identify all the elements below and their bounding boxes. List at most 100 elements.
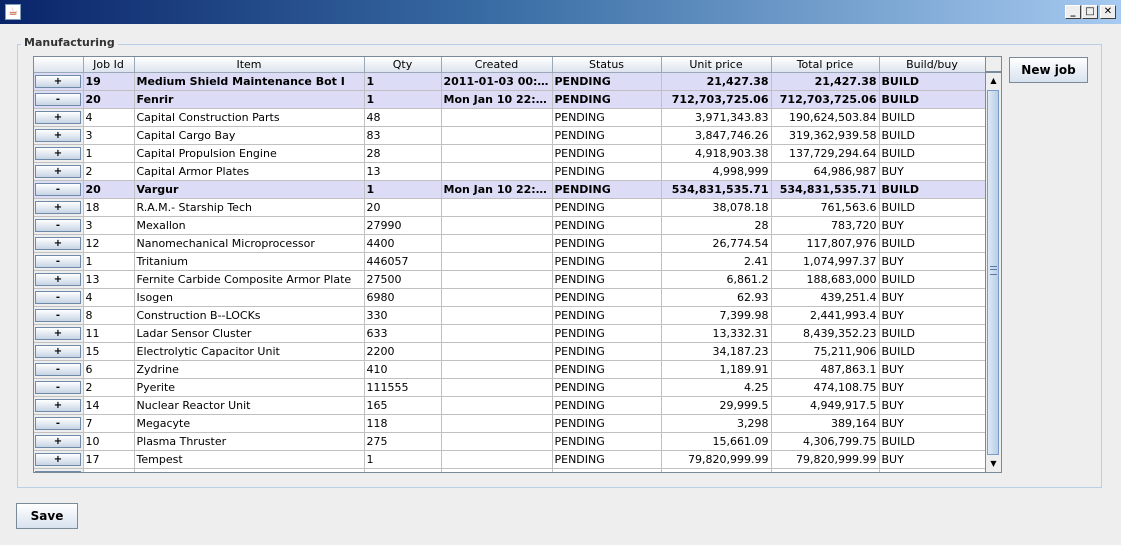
collapse-row-button[interactable]: - bbox=[35, 219, 81, 232]
cell-status[interactable]: PENDING bbox=[552, 396, 662, 415]
column-header[interactable]: Qty bbox=[364, 57, 442, 73]
cell-id[interactable]: 17 bbox=[83, 450, 135, 469]
cell-total[interactable]: 190,624,503.84 bbox=[771, 108, 880, 127]
cell-item[interactable]: Ladar Sensor Cluster bbox=[134, 324, 365, 343]
cell-id[interactable]: 20 bbox=[83, 180, 135, 199]
cell-item[interactable]: Construction B--LOCKs bbox=[134, 306, 365, 325]
cell-total[interactable]: 137,729,294.64 bbox=[771, 144, 880, 163]
cell-item[interactable]: Capital Cargo Bay bbox=[134, 126, 365, 145]
table-row[interactable]: -3 Mexallon 27990 PENDING 28 783,720 BUY bbox=[34, 216, 985, 235]
cell-status[interactable]: PENDING bbox=[552, 180, 662, 199]
table-row[interactable]: -7 Megacyte 118 PENDING 3,298 389,164 BUY bbox=[34, 414, 985, 433]
cell-id[interactable]: 18 bbox=[83, 198, 135, 217]
table-row[interactable]: -2 Pyerite 111555 PENDING 4.25 474,108.75 BUY bbox=[34, 378, 985, 397]
cell-status[interactable]: PENDING bbox=[552, 288, 662, 307]
cell-created[interactable] bbox=[441, 324, 553, 343]
cell-item[interactable]: Fenrir bbox=[134, 90, 365, 109]
table-row[interactable]: +3 Capital Cargo Bay 83 PENDING 3,847,746.26… bbox=[34, 126, 985, 145]
cell-unit[interactable]: 15,870.44 bbox=[661, 468, 772, 472]
scroll-thumb[interactable] bbox=[987, 90, 999, 455]
cell-total[interactable]: 4,949,917.5 bbox=[771, 396, 880, 415]
table-row[interactable]: +13 Fernite Carbide Composite Armor Plate… bbox=[34, 270, 985, 289]
cell-id[interactable]: 1 bbox=[83, 144, 135, 163]
cell-unit[interactable]: 29,999.5 bbox=[661, 396, 772, 415]
cell-total[interactable]: 783,720 bbox=[771, 216, 880, 235]
cell-created[interactable] bbox=[441, 396, 553, 415]
cell-total[interactable]: 44,167,434.52 bbox=[771, 468, 880, 472]
table-row[interactable]: +2 Capital Armor Plates 13 PENDING 4,998,999… bbox=[34, 162, 985, 181]
cell-created[interactable] bbox=[441, 108, 553, 127]
cell-bb[interactable]: BUILD bbox=[879, 144, 985, 163]
cell-id[interactable]: 3 bbox=[83, 216, 135, 235]
cell-qty[interactable]: 28 bbox=[364, 144, 442, 163]
expand-row-button[interactable]: + bbox=[35, 435, 81, 448]
cell-status[interactable]: PENDING bbox=[552, 126, 662, 145]
cell-item[interactable]: Tritanium bbox=[134, 252, 365, 271]
cell-created[interactable] bbox=[441, 450, 553, 469]
cell-bb[interactable]: BUILD bbox=[879, 324, 985, 343]
cell-total[interactable]: 8,439,352.23 bbox=[771, 324, 880, 343]
cell-id[interactable]: 3 bbox=[83, 126, 135, 145]
table-row[interactable]: -8 Construction B--LOCKs 330 PENDING 7,399.9… bbox=[34, 306, 985, 325]
cell-unit[interactable]: 21,427.38 bbox=[661, 72, 772, 91]
cell-item[interactable]: Capital Construction Parts bbox=[134, 108, 365, 127]
cell-qty[interactable]: 1 bbox=[364, 180, 442, 199]
cell-unit[interactable]: 3,847,746.26 bbox=[661, 126, 772, 145]
cell-bb[interactable]: BUY bbox=[879, 162, 985, 181]
cell-item[interactable]: Capital Armor Plates bbox=[134, 162, 365, 181]
cell-item[interactable]: Pyerite bbox=[134, 378, 365, 397]
table-row[interactable]: -6 Zydrine 410 PENDING 1,189.91 487,863.1 BUY bbox=[34, 360, 985, 379]
cell-bb[interactable]: BUY bbox=[879, 414, 985, 433]
cell-created[interactable] bbox=[441, 162, 553, 181]
table-row[interactable]: +10 Plasma Thruster 275 PENDING 15,661.09 4,3… bbox=[34, 432, 985, 451]
cell-created[interactable] bbox=[441, 378, 553, 397]
save-button[interactable]: Save bbox=[16, 503, 78, 529]
table-row[interactable]: +19 Medium Shield Maintenance Bot I 1 2011-… bbox=[34, 72, 985, 91]
cell-bb[interactable]: BUILD bbox=[879, 90, 985, 109]
cell-unit[interactable]: 712,703,725.06 bbox=[661, 90, 772, 109]
cell-total[interactable]: 4,306,799.75 bbox=[771, 432, 880, 451]
table-row[interactable]: +14 Nuclear Reactor Unit 165 PENDING 29,999.… bbox=[34, 396, 985, 415]
cell-unit[interactable]: 79,820,999.99 bbox=[661, 450, 772, 469]
new-job-button[interactable]: New job bbox=[1009, 57, 1088, 83]
cell-bb[interactable]: BUY bbox=[879, 396, 985, 415]
cell-unit[interactable]: 4,918,903.38 bbox=[661, 144, 772, 163]
cell-bb[interactable]: BUY bbox=[879, 378, 985, 397]
cell-total[interactable]: 75,211,906 bbox=[771, 342, 880, 361]
cell-status[interactable]: PENDING bbox=[552, 324, 662, 343]
maximize-button[interactable]: □ bbox=[1082, 5, 1098, 19]
cell-qty[interactable]: 165 bbox=[364, 396, 442, 415]
expand-row-button[interactable]: + bbox=[35, 201, 81, 214]
cell-status[interactable]: PENDING bbox=[552, 450, 662, 469]
expand-row-button[interactable]: + bbox=[35, 471, 81, 472]
cell-qty[interactable]: 83 bbox=[364, 126, 442, 145]
cell-status[interactable]: PENDING bbox=[552, 342, 662, 361]
cell-created[interactable] bbox=[441, 252, 553, 271]
collapse-row-button[interactable]: - bbox=[35, 381, 81, 394]
cell-item[interactable]: Fernite Carbide Composite Armor Plate bbox=[134, 270, 365, 289]
cell-item[interactable]: Nanomechanical Microprocessor bbox=[134, 234, 365, 253]
cell-created[interactable] bbox=[441, 360, 553, 379]
expand-row-button[interactable]: + bbox=[35, 75, 81, 88]
cell-item[interactable]: Tempest bbox=[134, 450, 365, 469]
cell-item[interactable]: R.A.M.- Starship Tech bbox=[134, 198, 365, 217]
table-row[interactable]: +16Deflection Shield Emitter2783 PENDING1… bbox=[34, 468, 985, 472]
cell-status[interactable]: PENDING bbox=[552, 216, 662, 235]
cell-qty[interactable]: 48 bbox=[364, 108, 442, 127]
cell-item[interactable]: Zydrine bbox=[134, 360, 365, 379]
cell-status[interactable]: PENDING bbox=[552, 360, 662, 379]
table-row[interactable]: -20 Fenrir 1 Mon Jan 10 22:55... PENDING 712,… bbox=[34, 90, 985, 109]
window-titlebar[interactable]: ☕ _ □ ✕ bbox=[0, 0, 1121, 24]
java-cup-icon[interactable]: ☕ bbox=[5, 4, 21, 20]
cell-qty[interactable]: 1 bbox=[364, 72, 442, 91]
cell-id[interactable]: 2 bbox=[83, 162, 135, 181]
expand-row-button[interactable]: + bbox=[35, 345, 81, 358]
cell-id[interactable]: 6 bbox=[83, 360, 135, 379]
column-header[interactable]: Build/buy bbox=[879, 57, 985, 73]
cell-qty[interactable]: 330 bbox=[364, 306, 442, 325]
cell-id[interactable]: 10 bbox=[83, 432, 135, 451]
expand-row-button[interactable]: + bbox=[35, 273, 81, 286]
column-header[interactable]: Item bbox=[134, 57, 365, 73]
cell-item[interactable]: Mexallon bbox=[134, 216, 365, 235]
cell-bb[interactable]: BUILD bbox=[879, 198, 985, 217]
